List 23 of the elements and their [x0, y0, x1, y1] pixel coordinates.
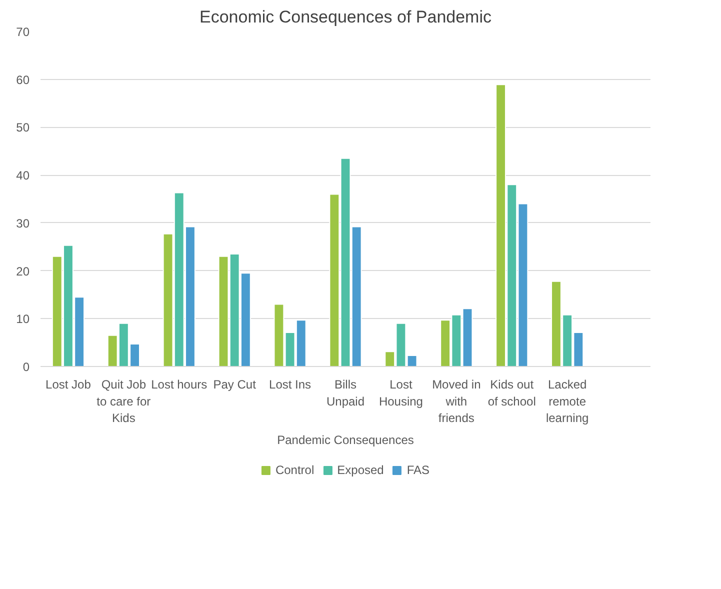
x-tick-label: Moved in with friends [432, 378, 481, 426]
x-tick-label: Pay Cut [213, 378, 257, 392]
y-tick-label: 50 [16, 120, 30, 135]
y-tick-label: 60 [16, 72, 30, 87]
x-tick-label: Lost Housing [378, 378, 423, 408]
y-tick-label: 0 [22, 360, 30, 374]
y-tick-label: 10 [16, 312, 30, 326]
x-tick-label: Lost hours [151, 378, 208, 392]
x-tick-label: Lost Job [46, 378, 92, 392]
x-tick-label: Bills Unpaid [326, 378, 365, 408]
x-tick-label: Lacked remote learning [546, 378, 589, 426]
y-tick-label: 70 [16, 25, 30, 39]
x-tick-label: Quit Job to care for Kids [96, 378, 151, 426]
y-tick-label: 30 [16, 216, 30, 230]
y-tick-label: 20 [16, 264, 30, 278]
x-tick-label: Kids out of school [488, 378, 536, 408]
x-axis-title: Pandemic Consequences [277, 433, 414, 448]
legend-label: FAS [406, 463, 430, 477]
chart-title: Economic Consequences of Pandemic [200, 8, 492, 26]
legend-label: Exposed [337, 463, 384, 477]
x-tick-label: Lost Ins [269, 378, 312, 392]
legend-label: Control [275, 463, 314, 477]
y-tick-label: 40 [16, 168, 30, 183]
